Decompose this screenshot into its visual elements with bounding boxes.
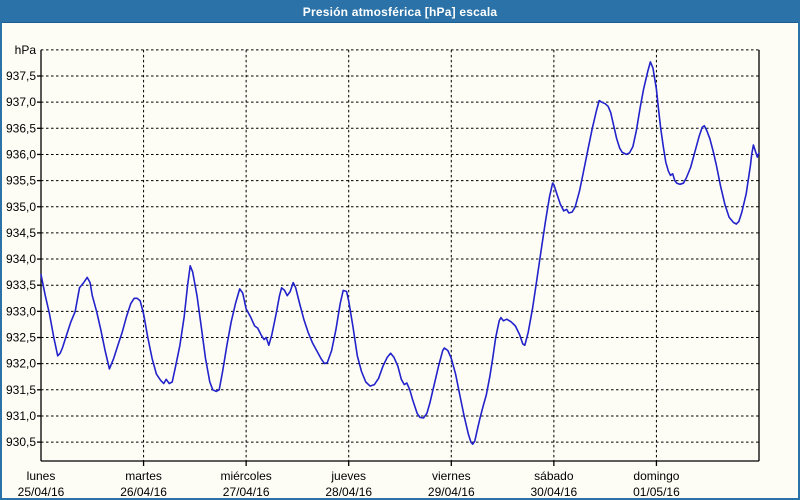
y-tick-label: 934,5 — [6, 226, 36, 240]
gridlines — [41, 49, 759, 461]
y-tick-label: 934,0 — [6, 252, 36, 266]
x-day-date-label: 27/04/16 — [223, 485, 270, 499]
y-tick-label: 931,5 — [6, 383, 36, 397]
y-axis-unit-label: hPa — [15, 43, 37, 57]
chart-title: Presión atmosférica [hPa] escala — [302, 5, 498, 19]
y-tick-label: 935,0 — [6, 200, 36, 214]
x-day-name-label: jueves — [330, 469, 366, 483]
y-tick-label: 937,5 — [6, 69, 36, 83]
x-day-name-label: martes — [125, 469, 162, 483]
y-tick-label: 937,0 — [6, 95, 36, 109]
x-axis-labels: lunes 25/04/16 martes 26/04/16 miércoles 27/0… — [18, 469, 680, 499]
x-day-name-label: domingo — [633, 469, 679, 483]
y-tick-label: 932,0 — [6, 357, 36, 371]
x-day-date-label: 28/04/16 — [325, 485, 372, 499]
x-day-date-label: 26/04/16 — [120, 485, 167, 499]
chart-area: 937,5 937,0 936,5 936,0 935,5 935,0 934,5 934,0… — [2, 23, 798, 499]
pressure-line-chart: 937,5 937,0 936,5 936,0 935,5 935,0 934,5 934,0… — [6, 43, 760, 499]
y-tick-label: 932,5 — [6, 331, 36, 345]
y-tick-label: 936,0 — [6, 147, 36, 161]
y-tick-label: 933,0 — [6, 304, 36, 318]
y-tick-label: 931,0 — [6, 409, 36, 423]
y-tick-label: 935,5 — [6, 174, 36, 188]
chart-title-bar: Presión atmosférica [hPa] escala — [2, 2, 798, 23]
x-day-date-label: 25/04/16 — [18, 485, 65, 499]
y-tick-label: 930,5 — [6, 435, 36, 449]
x-day-date-label: 29/04/16 — [428, 485, 475, 499]
x-day-name-label: lunes — [27, 469, 56, 483]
y-tick-label: 933,5 — [6, 278, 36, 292]
x-day-name-label: sábado — [534, 469, 574, 483]
data-series — [40, 61, 760, 446]
pressure-series-line — [40, 61, 760, 446]
y-axis-labels: 937,5 937,0 936,5 936,0 935,5 935,0 934,5 934,0… — [6, 69, 36, 449]
x-day-name-label: viernes — [432, 469, 471, 483]
y-tick-label: 936,5 — [6, 121, 36, 135]
axis-ticks — [37, 75, 658, 466]
x-day-date-label: 30/04/16 — [530, 485, 577, 499]
plot-borders — [40, 49, 760, 462]
x-day-name-label: miércoles — [220, 469, 271, 483]
x-day-date-label: 01/05/16 — [633, 485, 680, 499]
